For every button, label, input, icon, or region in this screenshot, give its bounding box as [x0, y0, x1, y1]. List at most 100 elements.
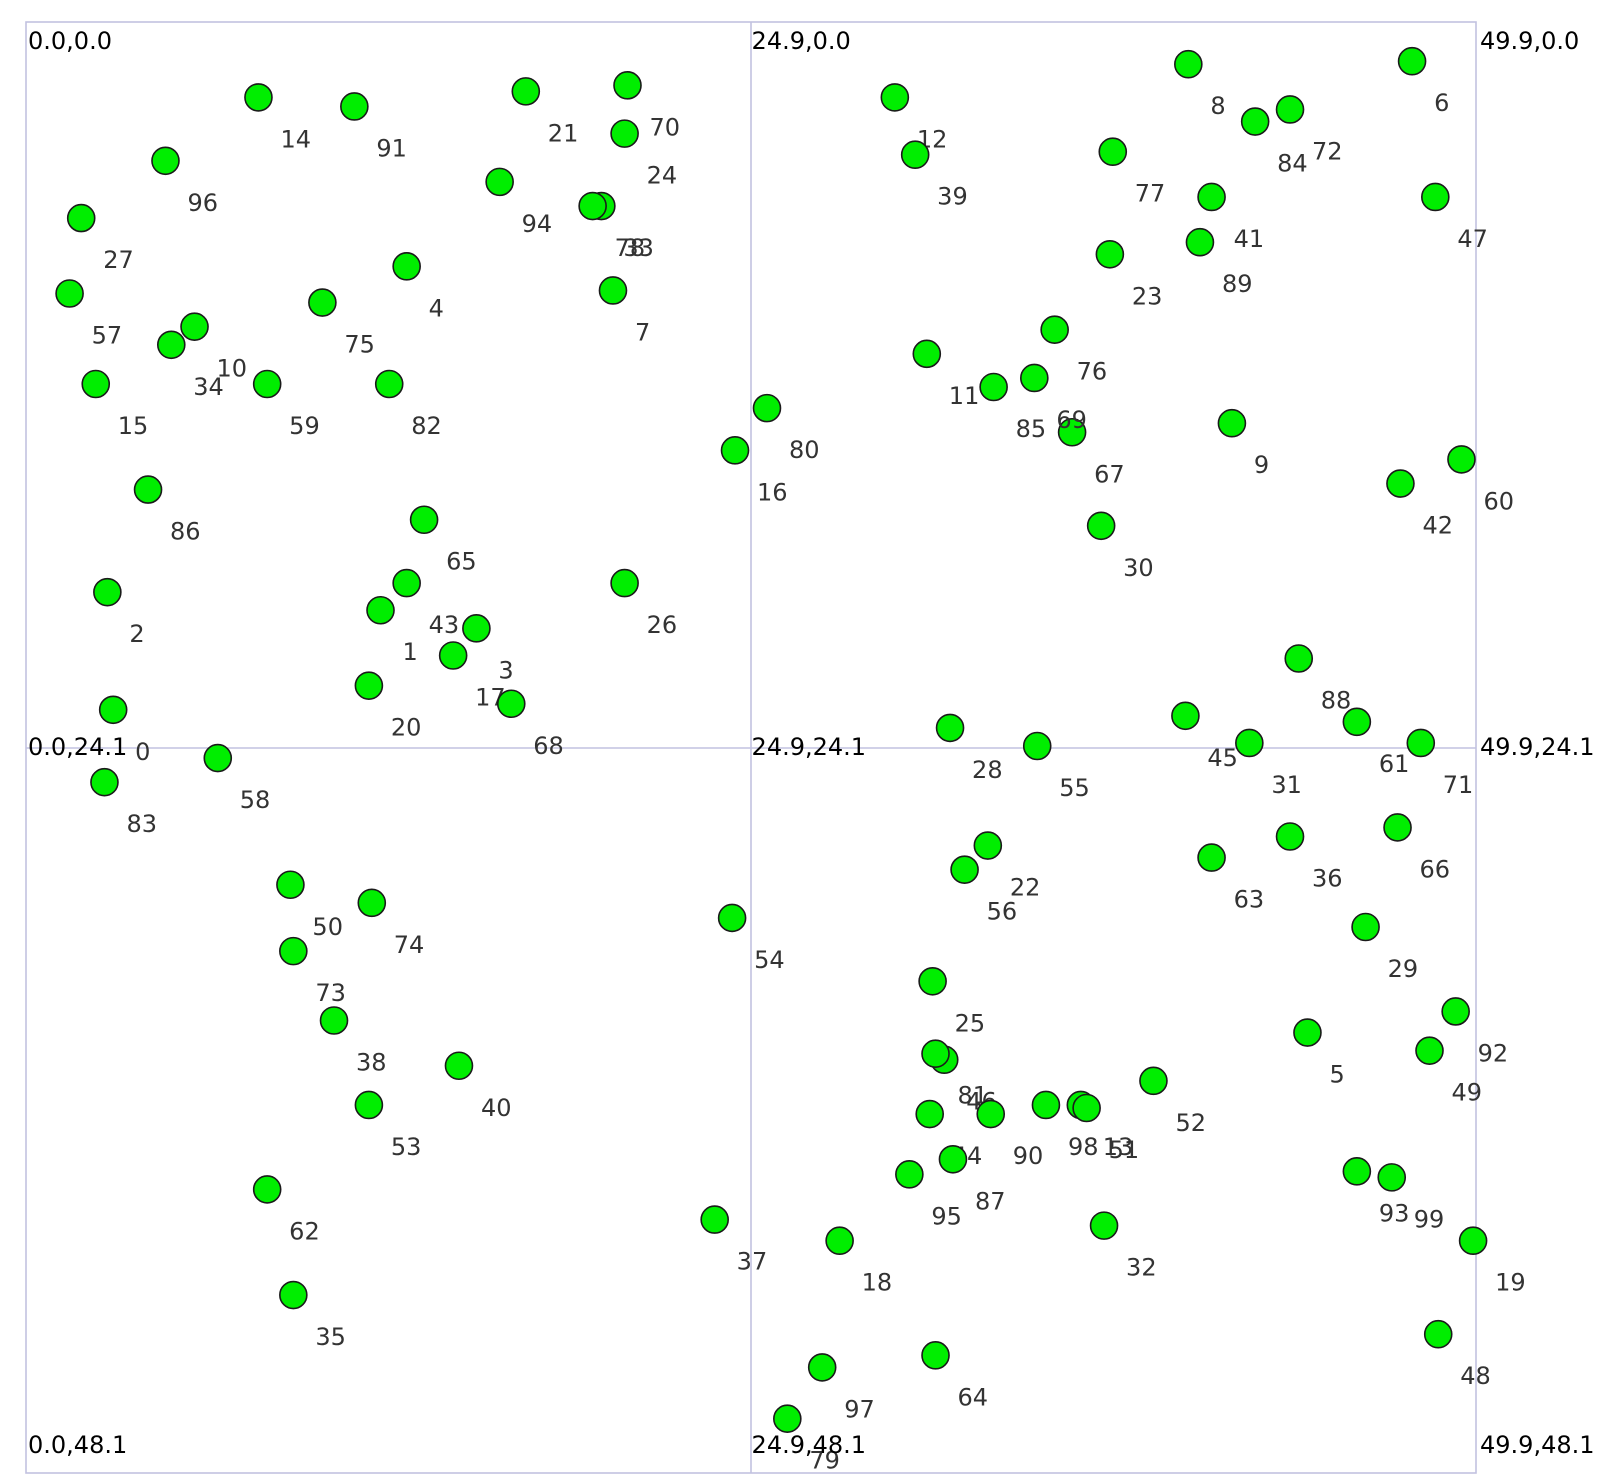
point-53: 53 [354, 1090, 421, 1161]
point-6: 6 [1397, 46, 1449, 117]
point-18: 18 [825, 1226, 892, 1297]
point-label: 14 [280, 125, 311, 153]
point-48: 48 [1423, 1319, 1491, 1390]
point-marker [807, 1353, 837, 1382]
point-36: 36 [1275, 822, 1343, 892]
point-47: 47 [1421, 182, 1488, 253]
corner-label-br: 49.9,48.1 [1480, 1431, 1595, 1459]
point-marker [1235, 728, 1264, 758]
point-83: 83 [90, 767, 157, 838]
point-label: 3 [498, 656, 513, 684]
point-21: 21 [511, 77, 578, 147]
point-label: 31 [1271, 771, 1302, 799]
point-71: 71 [1406, 728, 1473, 799]
point-label: 93 [1379, 1199, 1410, 1227]
point-marker [921, 1341, 950, 1370]
point-marker [1089, 1211, 1119, 1240]
point-marker [308, 288, 337, 317]
point-label: 99 [1414, 1205, 1445, 1233]
point-41: 41 [1197, 182, 1264, 253]
point-marker [1031, 1090, 1061, 1120]
point-label: 47 [1457, 225, 1488, 253]
point-label: 45 [1207, 744, 1238, 772]
point-marker [1185, 227, 1215, 257]
point-68: 68 [496, 689, 564, 760]
corner-label-bl: 0.0,48.1 [28, 1431, 127, 1459]
point-label: 34 [193, 373, 224, 401]
point-9: 9 [1217, 408, 1269, 479]
corner-labels: 0.0,0.0 24.9,0.0 49.9,0.0 0.0,24.1 24.9,24.1… [28, 27, 1595, 1459]
point-95: 95 [895, 1160, 962, 1230]
point-marker [717, 903, 747, 933]
point-label: 79 [809, 1447, 840, 1475]
point-42: 42 [1386, 469, 1453, 540]
point-label: 27 [103, 246, 134, 274]
point-label: 64 [958, 1383, 989, 1411]
point-label: 92 [1478, 1039, 1509, 1067]
point-label: 57 [92, 321, 123, 349]
corner-label-bm: 24.9,48.1 [752, 1431, 867, 1459]
point-1: 1 [366, 595, 418, 666]
point-31: 31 [1235, 728, 1302, 799]
point-32: 32 [1089, 1211, 1157, 1282]
point-marker [700, 1205, 729, 1234]
point-label: 67 [1094, 460, 1125, 488]
point-label: 68 [533, 732, 564, 760]
point-marker [485, 167, 514, 197]
point-label: 13 [1103, 1133, 1134, 1161]
point-marker [1342, 1157, 1372, 1186]
point-marker [444, 1051, 474, 1081]
point-4: 4 [392, 252, 444, 322]
point-marker [180, 312, 209, 341]
point-label: 83 [126, 810, 157, 838]
point-59: 59 [252, 369, 320, 440]
point-2: 2 [93, 577, 145, 648]
point-marker [151, 146, 180, 176]
point-marker [1072, 1093, 1101, 1123]
point-label: 48 [1460, 1362, 1491, 1390]
point-57: 57 [55, 279, 123, 349]
point-7: 7 [598, 276, 650, 346]
point-marker [156, 330, 186, 360]
point-label: 75 [344, 331, 375, 359]
point-label: 25 [955, 1009, 986, 1037]
point-marker [976, 1099, 1006, 1129]
point-label: 15 [118, 412, 149, 440]
point-marker [93, 577, 122, 607]
point-85: 85 [979, 372, 1046, 443]
point-label: 95 [931, 1202, 962, 1230]
point-40: 40 [444, 1051, 512, 1122]
point-marker [1423, 1319, 1453, 1349]
point-marker [598, 276, 628, 305]
point-label: 7 [635, 318, 650, 346]
point-37: 37 [700, 1205, 767, 1276]
point-label: 97 [844, 1395, 875, 1423]
point-marker [921, 1039, 950, 1068]
point-43: 43 [392, 568, 459, 639]
point-marker [1397, 46, 1427, 76]
point-marker [1458, 1226, 1488, 1256]
point-label: 33 [623, 234, 654, 262]
point-label: 91 [376, 134, 407, 162]
corner-label-ml: 0.0,24.1 [28, 733, 127, 761]
point-marker [1095, 239, 1125, 269]
point-marker [1284, 644, 1314, 673]
point-77: 77 [1098, 137, 1165, 208]
corner-label-tr: 49.9,0.0 [1480, 27, 1579, 55]
point-label: 89 [1222, 270, 1253, 298]
point-15: 15 [81, 369, 149, 440]
point-marker [610, 119, 639, 148]
point-label: 74 [394, 931, 425, 959]
point-label: 87 [975, 1187, 1006, 1215]
point-marker [244, 83, 273, 112]
point-label: 82 [411, 412, 442, 440]
point-74: 74 [357, 888, 425, 959]
point-marker [720, 436, 750, 465]
point-label: 28 [972, 756, 1003, 784]
point-marker [1040, 315, 1069, 344]
point-marker [1421, 182, 1450, 212]
point-54: 54 [717, 903, 785, 974]
point-label: 90 [1013, 1142, 1044, 1170]
